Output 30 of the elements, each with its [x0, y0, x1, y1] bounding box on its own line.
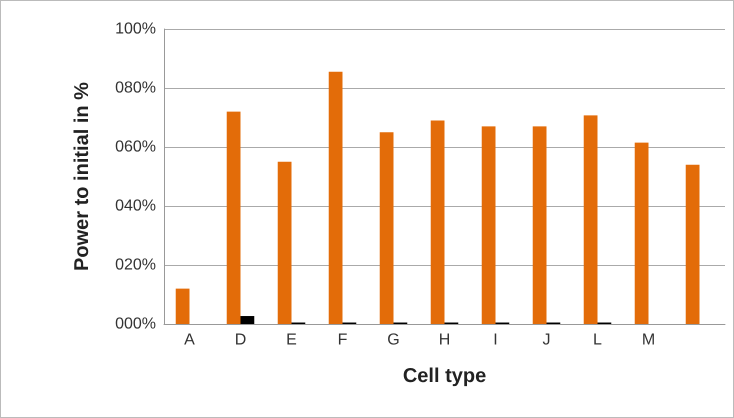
- x-tick-label: D: [234, 332, 246, 348]
- bar: [226, 112, 240, 324]
- x-tick-label: H: [438, 332, 450, 348]
- x-tick-label: E: [286, 332, 297, 348]
- y-tick-label: 080%: [115, 80, 156, 96]
- y-tick-label: 100%: [115, 20, 156, 38]
- x-tick-label: I: [493, 332, 498, 348]
- x-tick-label: G: [387, 332, 400, 348]
- bar: [482, 126, 496, 324]
- bar: [240, 316, 254, 324]
- x-tick-label: A: [184, 332, 196, 348]
- bar: [686, 164, 700, 324]
- x-tick-label: M: [642, 332, 656, 348]
- bar: [328, 72, 342, 324]
- bar: [584, 115, 598, 324]
- y-tick-label: 040%: [115, 198, 156, 214]
- bar: [176, 288, 190, 324]
- bar: [380, 132, 394, 324]
- bar: [532, 126, 546, 324]
- x-tick-label: L: [593, 332, 602, 348]
- y-tick-label: 000%: [115, 316, 156, 332]
- x-tick-label: J: [542, 332, 550, 348]
- x-axis-title: Cell type: [402, 365, 486, 387]
- x-tick-label: F: [338, 332, 348, 348]
- y-tick-label: 060%: [115, 138, 156, 156]
- bar: [430, 120, 444, 324]
- bar: [278, 162, 292, 324]
- y-tick-label: 020%: [115, 256, 156, 274]
- y-axis-title: Power to initial in %: [71, 82, 93, 271]
- bar: [634, 142, 648, 324]
